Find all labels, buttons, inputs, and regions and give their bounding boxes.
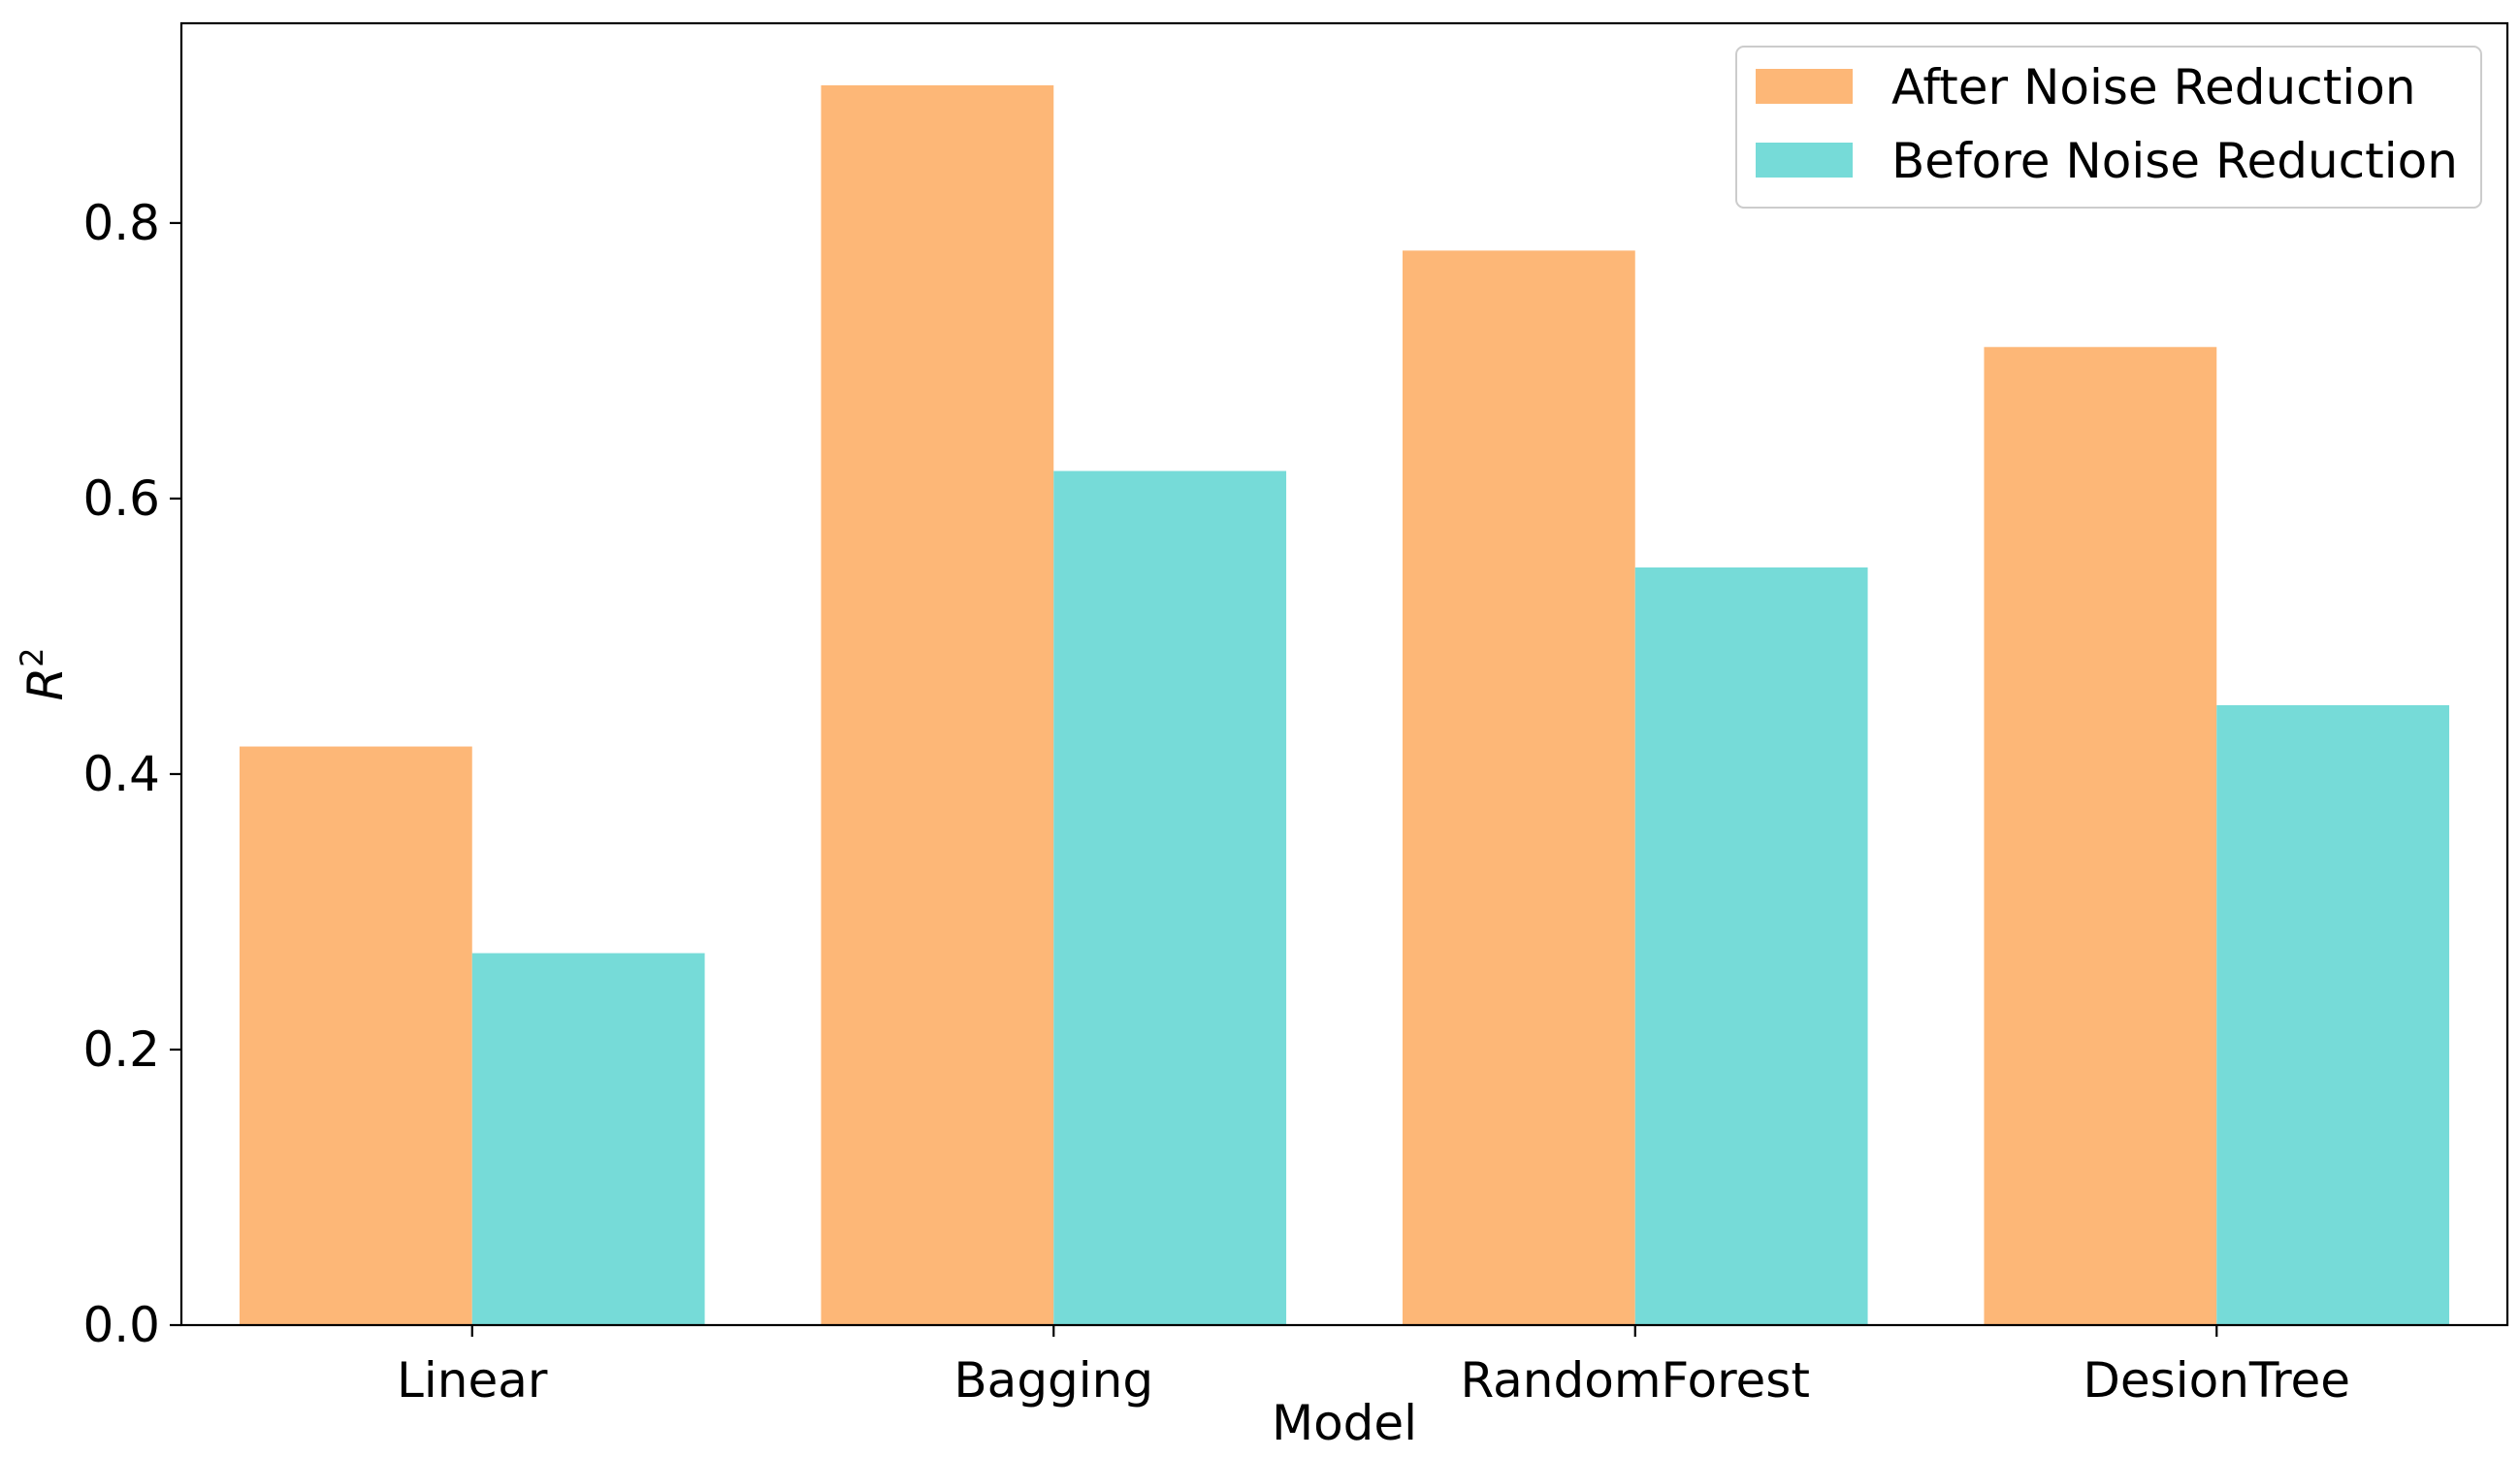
bar-before-noise-reduction-bagging (1053, 470, 1287, 1325)
y-tick-label: 0.2 (82, 1021, 160, 1078)
legend-swatch-before-noise-reduction (1756, 143, 1853, 178)
legend-label: After Noise Reduction (1891, 59, 2416, 115)
y-tick-label: 0.8 (82, 195, 160, 251)
y-axis-title-base: R (17, 667, 74, 701)
legend-swatch-after-noise-reduction (1756, 69, 1853, 104)
legend-box (1735, 46, 2482, 209)
y-axis-title-superscript: 2 (14, 647, 50, 666)
x-tick-label: DesionTree (2083, 1352, 2350, 1409)
plot-frame (179, 21, 2509, 1327)
y-tick-label: 0.6 (82, 470, 160, 527)
legend-label: Before Noise Reduction (1891, 133, 2458, 189)
bar-before-noise-reduction-linear (471, 953, 705, 1325)
x-axis-ticks: Linear Bagging RandomForest DesionTree (397, 1325, 2350, 1409)
y-axis-title: R2 (14, 647, 74, 700)
x-tick-label: Bagging (953, 1352, 1153, 1409)
bar-after-noise-reduction-desiontree (1984, 346, 2217, 1325)
x-tick-label: Linear (397, 1352, 548, 1409)
bar-after-noise-reduction-randomforest (1402, 250, 1635, 1325)
y-tick-label: 0.4 (82, 746, 160, 802)
x-axis-title: Model (1272, 1395, 1417, 1451)
bar-after-noise-reduction-linear (239, 746, 472, 1325)
bars-group (239, 84, 2450, 1325)
bar-before-noise-reduction-desiontree (2216, 704, 2450, 1325)
svg-text:R2: R2 (14, 647, 74, 700)
x-tick-label: RandomForest (1461, 1352, 1810, 1409)
legend: After Noise Reduction Before Noise Reduct… (1735, 46, 2482, 209)
legend-items: After Noise Reduction Before Noise Reduct… (1756, 59, 2458, 189)
y-axis-ticks: 0.0 0.2 0.4 0.6 0.8 (82, 195, 181, 1353)
bar-before-noise-reduction-randomforest (1634, 567, 1868, 1325)
y-tick-label: 0.0 (82, 1297, 160, 1353)
bar-after-noise-reduction-bagging (821, 84, 1054, 1325)
